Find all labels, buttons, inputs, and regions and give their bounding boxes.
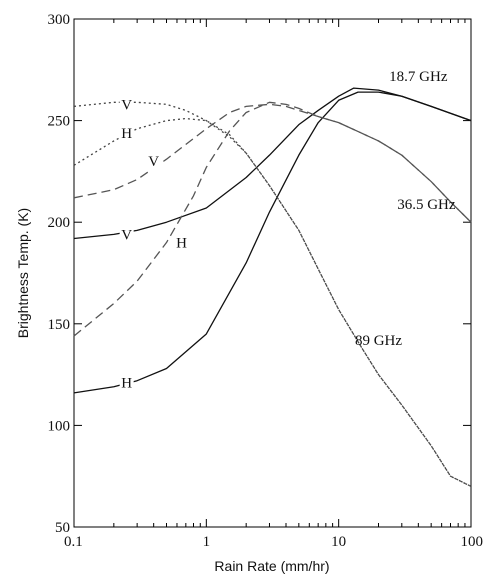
annotation-label: V (121, 227, 132, 243)
y-tick-label: 200 (48, 215, 71, 231)
y-tick-label: 50 (55, 520, 70, 536)
annotation-label: V (121, 97, 132, 113)
series-line-dotted-5 (74, 119, 471, 487)
annotation-label: 36.5 GHz (397, 197, 456, 213)
x-tick-label: 10 (331, 534, 346, 550)
annotation-label: 18.7 GHz (389, 69, 448, 85)
series-line-dotted-4 (74, 102, 471, 486)
y-tick-label: 100 (48, 418, 71, 434)
y-tick-label: 150 (48, 317, 71, 333)
annotation-label: H (121, 376, 132, 392)
y-axis-ticks: 50 100 150 200 250 300 (48, 12, 472, 536)
x-tick-label: 100 (461, 534, 483, 550)
x-tick-label: 1 (203, 534, 211, 550)
x-tick-label: 0.1 (64, 534, 83, 550)
y-tick-label: 250 (48, 114, 71, 130)
series-layer (74, 88, 471, 486)
annotation-label: 89 GHz (355, 333, 402, 349)
y-axis-title: Brightness Temp. (K) (15, 208, 31, 338)
annotation-label: V (148, 154, 159, 170)
annotation-label: H (121, 126, 132, 142)
x-axis-title: Rain Rate (mm/hr) (214, 558, 329, 574)
y-tick-label: 300 (48, 12, 71, 28)
annotation-label: H (176, 236, 187, 252)
plot-area-frame (74, 19, 471, 527)
